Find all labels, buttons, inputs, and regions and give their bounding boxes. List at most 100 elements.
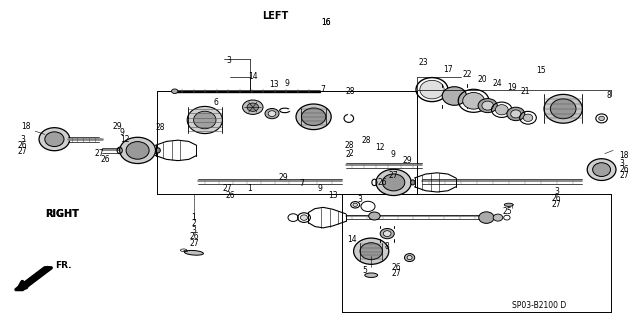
Ellipse shape — [420, 80, 444, 99]
Text: 3: 3 — [191, 226, 196, 235]
Text: 23: 23 — [419, 58, 429, 67]
Ellipse shape — [588, 159, 616, 180]
Ellipse shape — [511, 110, 521, 118]
Ellipse shape — [188, 106, 223, 134]
Text: 3: 3 — [227, 56, 232, 65]
Ellipse shape — [247, 103, 259, 111]
Text: 28: 28 — [156, 124, 164, 132]
Text: 12: 12 — [120, 135, 129, 144]
Text: 18: 18 — [21, 122, 30, 131]
Ellipse shape — [301, 108, 326, 126]
Ellipse shape — [376, 169, 412, 196]
Text: 16: 16 — [321, 18, 332, 27]
Ellipse shape — [39, 128, 70, 151]
Text: 1: 1 — [247, 184, 252, 193]
Text: 26: 26 — [392, 263, 402, 272]
Ellipse shape — [482, 101, 493, 110]
Ellipse shape — [120, 137, 156, 164]
Ellipse shape — [442, 87, 467, 105]
Ellipse shape — [411, 180, 415, 185]
Text: 12: 12 — [376, 143, 385, 152]
Text: 29: 29 — [112, 122, 122, 131]
Ellipse shape — [353, 238, 389, 264]
Text: 28: 28 — [362, 136, 371, 145]
Ellipse shape — [172, 89, 178, 93]
Ellipse shape — [550, 99, 576, 119]
Text: 25: 25 — [502, 207, 512, 216]
Ellipse shape — [268, 111, 276, 116]
Ellipse shape — [524, 114, 532, 121]
Text: 3: 3 — [20, 135, 25, 144]
Text: 1: 1 — [191, 213, 196, 222]
Ellipse shape — [194, 111, 216, 129]
Text: 27: 27 — [392, 269, 402, 278]
Ellipse shape — [478, 99, 497, 113]
Text: 5: 5 — [362, 266, 367, 275]
Ellipse shape — [598, 116, 605, 121]
Ellipse shape — [353, 203, 358, 206]
Text: SP03-B2100 D: SP03-B2100 D — [512, 301, 566, 310]
Ellipse shape — [404, 253, 415, 262]
Text: 14: 14 — [347, 236, 357, 244]
Text: 24: 24 — [492, 79, 502, 88]
Text: 27: 27 — [222, 184, 232, 193]
Ellipse shape — [507, 107, 525, 121]
Text: 9: 9 — [284, 79, 289, 88]
Text: 21: 21 — [520, 87, 529, 96]
Ellipse shape — [45, 132, 64, 147]
Ellipse shape — [479, 212, 494, 223]
Text: 27: 27 — [189, 239, 199, 248]
Text: 13: 13 — [269, 80, 279, 89]
Text: 26: 26 — [225, 191, 236, 200]
Text: 2: 2 — [348, 149, 353, 158]
Ellipse shape — [360, 243, 383, 260]
Text: 28: 28 — [346, 87, 355, 96]
Ellipse shape — [243, 100, 263, 114]
Text: 3: 3 — [554, 188, 559, 196]
Text: RIGHT: RIGHT — [45, 209, 79, 220]
Text: 27: 27 — [17, 148, 28, 156]
Ellipse shape — [265, 108, 279, 119]
Ellipse shape — [126, 141, 149, 159]
Text: 26: 26 — [100, 156, 111, 164]
Text: 26: 26 — [377, 178, 387, 187]
Text: 26: 26 — [17, 141, 28, 150]
Text: 14: 14 — [248, 72, 258, 81]
Ellipse shape — [369, 212, 380, 220]
Ellipse shape — [184, 251, 204, 255]
Text: 15: 15 — [536, 66, 546, 75]
Text: 19: 19 — [507, 83, 517, 92]
Ellipse shape — [407, 255, 412, 260]
Text: 22: 22 — [463, 70, 472, 79]
Text: 26: 26 — [189, 232, 199, 241]
Text: 20: 20 — [477, 75, 488, 84]
Ellipse shape — [365, 273, 378, 277]
Text: 2: 2 — [191, 220, 196, 228]
Text: 9: 9 — [390, 150, 396, 159]
Text: RIGHT: RIGHT — [45, 209, 79, 220]
Ellipse shape — [380, 228, 394, 239]
Ellipse shape — [463, 92, 484, 109]
Text: 28: 28 — [344, 141, 353, 150]
Ellipse shape — [296, 104, 332, 130]
Text: 27: 27 — [620, 172, 629, 180]
Text: 9: 9 — [119, 128, 124, 137]
Text: 6: 6 — [214, 98, 219, 107]
Text: 13: 13 — [328, 191, 338, 200]
Text: 9: 9 — [317, 184, 323, 193]
Ellipse shape — [493, 214, 503, 221]
Text: 18: 18 — [620, 151, 629, 160]
Text: FR.: FR. — [55, 261, 72, 270]
Text: 3: 3 — [620, 159, 625, 168]
Ellipse shape — [383, 174, 405, 191]
Text: 16: 16 — [321, 18, 332, 27]
Text: 29: 29 — [402, 156, 412, 165]
Text: 7: 7 — [320, 85, 325, 94]
Ellipse shape — [156, 148, 160, 153]
Text: 27: 27 — [388, 172, 398, 180]
Text: 27: 27 — [552, 200, 562, 209]
Text: 26: 26 — [620, 165, 629, 174]
Text: 17: 17 — [443, 65, 453, 74]
Text: 8: 8 — [607, 92, 612, 100]
Ellipse shape — [544, 94, 582, 123]
